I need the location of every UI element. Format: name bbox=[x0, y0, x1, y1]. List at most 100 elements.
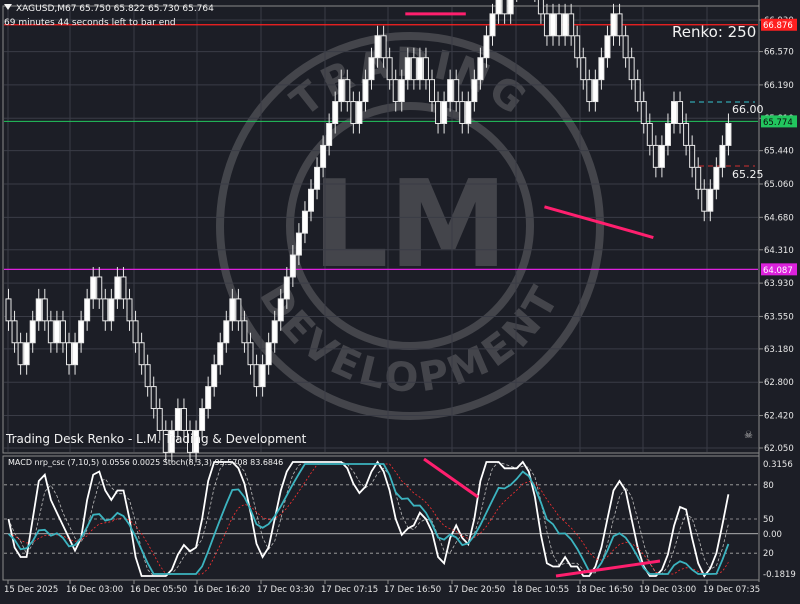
renko-brick bbox=[441, 101, 448, 124]
renko-brick bbox=[689, 144, 696, 168]
renko-brick bbox=[23, 342, 30, 366]
renko-brick bbox=[35, 298, 42, 322]
renko-brick bbox=[344, 79, 351, 103]
renko-brick bbox=[308, 188, 314, 212]
renko-brick bbox=[586, 79, 593, 103]
renko-brick bbox=[259, 364, 266, 388]
renko-brick bbox=[429, 79, 435, 103]
renko-brick bbox=[422, 57, 429, 81]
renko-label: Renko: 250 bbox=[672, 23, 757, 41]
symbol-line: XAGUSD,M67 65.750 65.822 65.730 65.764 bbox=[16, 4, 214, 14]
time-tick-label-7: 17 Dec 20:50 bbox=[448, 585, 505, 595]
price-tick-label-6: 64.680 bbox=[764, 213, 794, 223]
renko-brick bbox=[229, 298, 236, 322]
renko-brick bbox=[17, 342, 24, 366]
macd-line bbox=[7, 463, 730, 575]
renko-brick bbox=[368, 57, 375, 81]
renko-brick bbox=[398, 79, 405, 103]
renko-brick bbox=[574, 35, 581, 59]
renko-brick bbox=[235, 298, 242, 322]
renko-brick bbox=[29, 320, 36, 344]
time-tick-label-2: 16 Dec 05:50 bbox=[130, 585, 187, 595]
skull-icon: ☠ bbox=[744, 430, 753, 441]
renko-bricks bbox=[5, 0, 732, 463]
renko-brick bbox=[162, 429, 169, 453]
low-price-tag: 64.087 bbox=[763, 266, 793, 276]
time-axis: 15 Dec 2025 16 Dec 03:00 16 Dec 05:50 16 De… bbox=[4, 580, 760, 595]
renko-brick bbox=[477, 57, 484, 81]
renko-brick bbox=[713, 166, 720, 190]
renko-brick bbox=[495, 0, 502, 15]
renko-brick bbox=[404, 57, 411, 81]
renko-brick bbox=[640, 101, 647, 124]
price-tick-label-9: 63.550 bbox=[764, 312, 794, 322]
renko-brick bbox=[180, 408, 187, 431]
renko-brick bbox=[84, 298, 91, 322]
time-tick-label-11: 19 Dec 07:35 bbox=[703, 585, 760, 595]
renko-brick bbox=[150, 386, 157, 410]
renko-brick bbox=[592, 79, 599, 103]
price-tick-label-1: 66.570 bbox=[764, 48, 794, 58]
osc-tick-label-1: 80 bbox=[763, 481, 774, 491]
renko-brick bbox=[132, 320, 139, 344]
renko-brick bbox=[471, 79, 478, 103]
price-tick-label-7: 64.310 bbox=[764, 246, 794, 256]
renko-brick bbox=[677, 101, 684, 124]
renko-brick bbox=[326, 122, 333, 146]
renko-brick bbox=[507, 0, 514, 15]
osc-divergence-bottom bbox=[555, 559, 661, 578]
renko-brick bbox=[646, 122, 653, 146]
low-price-tag-bg bbox=[761, 263, 797, 276]
renko-brick bbox=[241, 320, 248, 344]
renko-brick bbox=[126, 298, 133, 322]
renko-brick bbox=[265, 342, 272, 366]
bar-timer: 69 minutes 44 seconds left to bar end bbox=[4, 18, 176, 28]
renko-brick bbox=[144, 364, 151, 388]
renko-brick bbox=[253, 364, 260, 388]
price-tick-label-2: 66.190 bbox=[764, 81, 794, 91]
renko-brick bbox=[556, 13, 563, 37]
renko-brick bbox=[199, 408, 206, 431]
osc-divergence-top bbox=[423, 457, 479, 499]
renko-brick bbox=[386, 57, 393, 81]
renko-brick bbox=[664, 122, 671, 146]
osc-tick-label-4: 20 bbox=[763, 549, 774, 559]
renko-brick bbox=[634, 79, 641, 103]
osc-tick-label-0: 0.3156 bbox=[763, 460, 793, 470]
renko-brick bbox=[719, 144, 726, 168]
renko-brick bbox=[277, 298, 284, 322]
renko-brick bbox=[380, 35, 387, 59]
renko-brick bbox=[543, 13, 550, 37]
renko-brick bbox=[483, 35, 490, 59]
level-high-label: 66.00 bbox=[732, 103, 764, 116]
renko-brick bbox=[701, 188, 708, 212]
symbol-header[interactable]: XAGUSD,M67 65.750 65.822 65.730 65.764 bbox=[4, 4, 214, 14]
renko-brick bbox=[622, 35, 629, 59]
watermark-ring-top: TRADING bbox=[283, 40, 538, 126]
macd-signal-line bbox=[8, 463, 729, 575]
current-price-tag: 65.774 bbox=[763, 118, 793, 128]
grid bbox=[4, 7, 758, 452]
renko-brick bbox=[356, 101, 363, 124]
divergence-lines bbox=[405, 12, 654, 239]
renko-brick bbox=[362, 79, 369, 103]
renko-brick bbox=[658, 144, 665, 168]
renko-brick bbox=[247, 342, 254, 366]
renko-brick bbox=[465, 101, 472, 124]
chevron-down-icon[interactable] bbox=[4, 4, 12, 10]
time-tick-label-8: 18 Dec 10:55 bbox=[512, 585, 569, 595]
renko-brick bbox=[78, 320, 85, 344]
renko-brick bbox=[628, 57, 635, 81]
renko-brick bbox=[610, 13, 617, 37]
watermark-initials: LM bbox=[312, 156, 508, 295]
renko-brick bbox=[416, 57, 423, 81]
indicator-title: MACD nrp_csc (7,10,5) 0.0556 0.0025 Stoc… bbox=[8, 458, 284, 467]
renko-brick bbox=[47, 320, 54, 344]
renko-brick bbox=[683, 122, 690, 146]
price-levels: 66.00 65.25 bbox=[4, 24, 764, 270]
renko-brick bbox=[41, 298, 48, 322]
renko-brick bbox=[156, 408, 163, 431]
indicator-frame bbox=[2, 455, 760, 581]
